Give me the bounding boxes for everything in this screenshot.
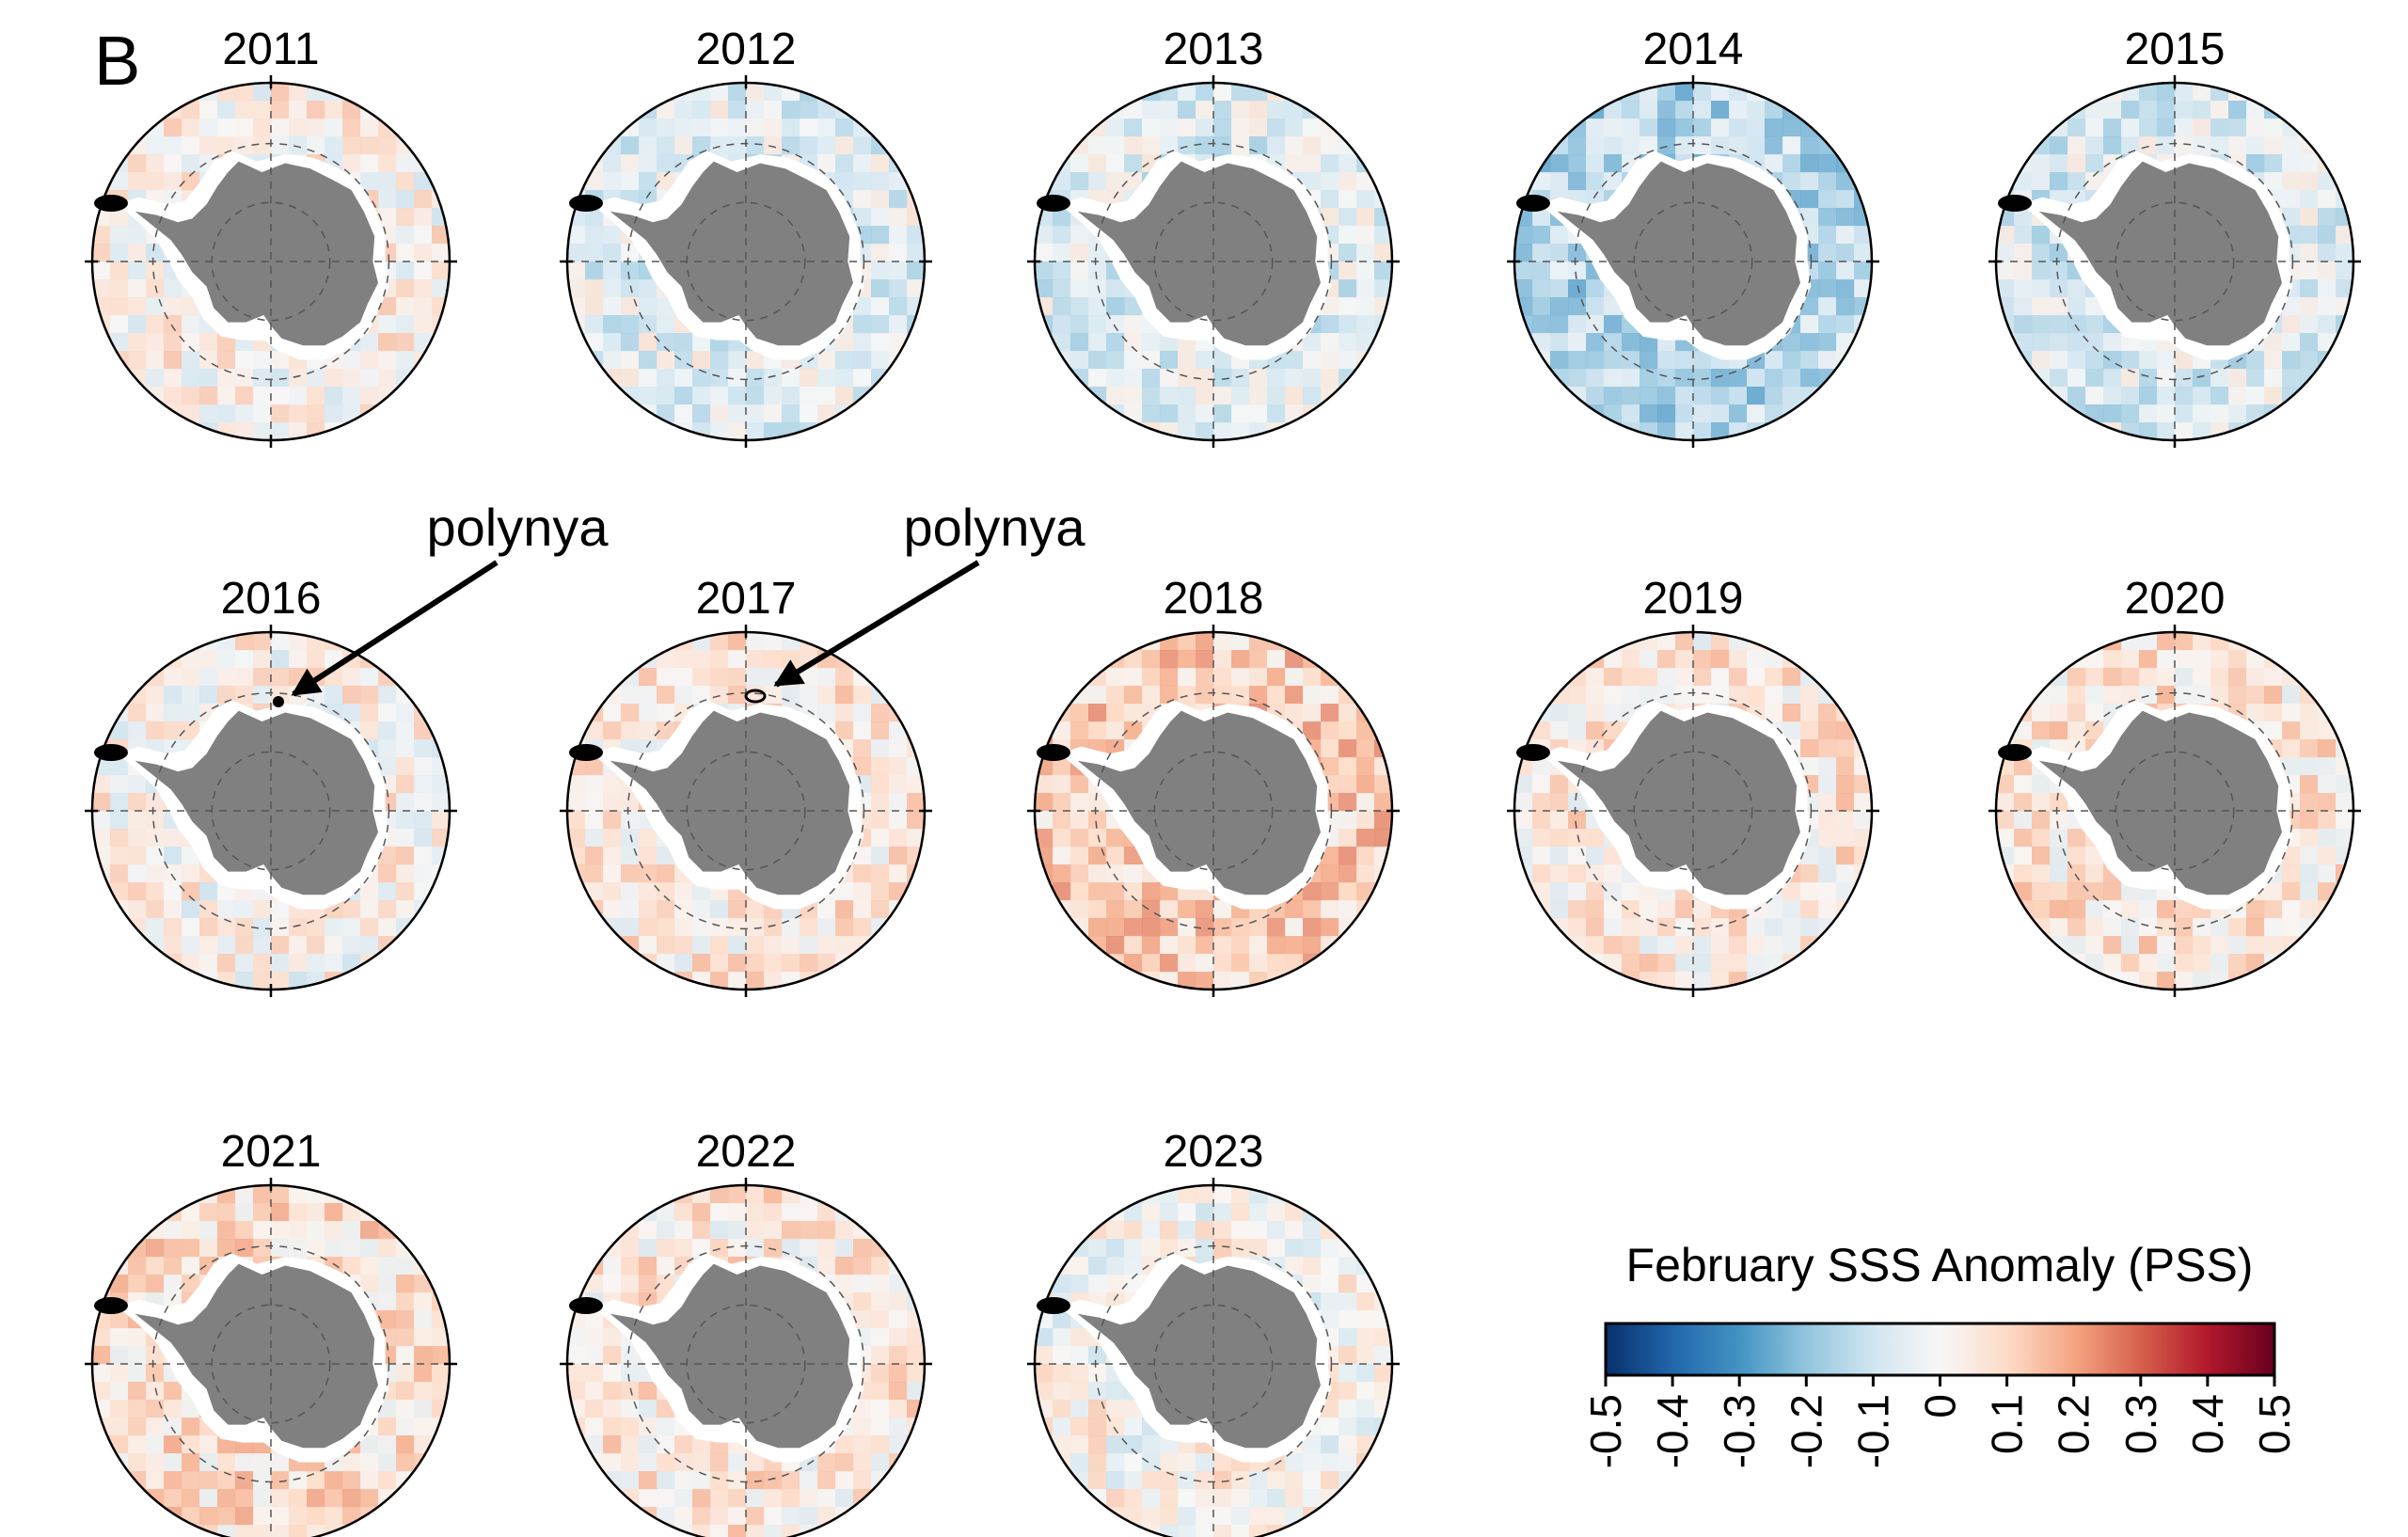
anomaly-field	[92, 83, 450, 440]
map-year-label: 2015	[2125, 24, 2226, 74]
anomaly-field	[1996, 83, 2353, 440]
anomaly-field	[1514, 83, 1872, 440]
antarctica-land	[135, 1263, 378, 1449]
polynya-label-2016: polynya	[426, 498, 609, 557]
map-year-label: 2018	[1164, 574, 1264, 624]
polynya-arrow-2016	[291, 560, 499, 697]
map-2019: 2019	[1507, 574, 1879, 997]
panel-letter: B	[94, 22, 140, 100]
map-2022: 2022	[560, 1127, 932, 1537]
map-year-label: 2022	[696, 1127, 797, 1177]
antarctica-land	[2038, 161, 2282, 346]
anomaly-field	[1996, 632, 2353, 990]
island-marker	[569, 744, 603, 761]
colorbar-tick-label: 0.3	[2116, 1394, 2165, 1454]
colorbar-tick-label: 0.2	[2050, 1394, 2099, 1454]
map-year-label: 2021	[221, 1127, 322, 1177]
polynya-label-2017: polynya	[903, 498, 1085, 557]
colorbar-tick-label: -0.3	[1715, 1394, 1764, 1468]
island-marker	[1516, 195, 1550, 212]
island-marker	[1037, 1297, 1070, 1314]
antarctica-land	[2038, 710, 2282, 895]
island-marker	[569, 195, 603, 212]
map-year-label: 2014	[1643, 24, 1744, 74]
map-year-label: 2023	[1164, 1127, 1264, 1177]
polynya-annotation-2017: polynya	[773, 498, 1085, 688]
map-2017: 2017	[560, 574, 932, 997]
map-year-label: 2011	[222, 24, 319, 74]
colorbar-bar	[1604, 1322, 2276, 1377]
island-marker	[94, 744, 128, 761]
polynya-arrow-2017	[773, 560, 980, 688]
map-2011: 2011	[85, 24, 457, 448]
island-marker	[1037, 744, 1070, 761]
map-2018: 2018	[1027, 574, 1400, 997]
colorbar-tick-label: 0.1	[1983, 1394, 2032, 1454]
map-2020: 2020	[1988, 574, 2361, 997]
colorbar-tick-label: -0.1	[1848, 1394, 1897, 1468]
island-marker	[94, 1297, 128, 1314]
map-year-label: 2017	[696, 574, 797, 624]
anomaly-field	[1514, 632, 1872, 990]
map-2021: 2021	[85, 1127, 457, 1537]
antarctica-land	[610, 710, 853, 895]
map-2023: 2023	[1027, 1127, 1400, 1537]
antarctica-land	[1077, 710, 1321, 895]
antarctica-land	[1557, 710, 1800, 895]
polynya-annotation-2016: polynya	[291, 498, 609, 697]
antarctica-land	[1077, 1263, 1321, 1449]
antarctica-land	[135, 161, 378, 346]
island-marker	[1998, 195, 2032, 212]
map-year-label: 2016	[221, 574, 322, 624]
polynya-marker-2017	[744, 689, 767, 704]
colorbar-tick-label: -0.2	[1782, 1394, 1830, 1468]
island-marker	[1998, 744, 2032, 761]
anomaly-field	[92, 632, 450, 990]
island-marker	[1516, 744, 1550, 761]
antarctica-land	[1077, 161, 1321, 346]
colorbar-tick-label: 0.5	[2250, 1394, 2299, 1454]
polynya-marker-2016	[273, 696, 284, 707]
map-2016: 2016	[85, 574, 457, 997]
colorbar-tick-label: -0.4	[1648, 1394, 1697, 1468]
colorbar-tick-label: 0.4	[2183, 1394, 2232, 1454]
anomaly-field	[567, 632, 925, 990]
anomaly-field	[567, 83, 925, 440]
map-2014: 2014	[1507, 24, 1879, 448]
colorbar-tick-label: 0	[1916, 1394, 1965, 1418]
map-year-label: 2019	[1643, 574, 1744, 624]
island-marker	[94, 195, 128, 212]
colorbar-title: February SSS Anomaly (PSS)	[1626, 1239, 2254, 1291]
antarctica-land	[135, 710, 378, 895]
island-marker	[569, 1297, 603, 1314]
anomaly-field	[1035, 632, 1392, 990]
colorbar-ticks: -0.5 -0.4 -0.3 -0.2 -0.1 0 0.1 0.2 0.3 0.4 0.5	[1581, 1375, 2299, 1468]
map-year-label: 2013	[1164, 24, 1264, 74]
map-2015: 2015	[1988, 24, 2361, 448]
map-year-label: 2020	[2125, 574, 2226, 624]
map-2012: 2012	[560, 24, 932, 448]
antarctica-land	[610, 1263, 853, 1449]
map-grid: 2011 2012 2013 2014 2015 2016 2017 2018 2019 2020…	[85, 24, 2361, 1537]
island-marker	[1037, 195, 1070, 212]
colorbar-tick-label: -0.5	[1581, 1394, 1630, 1468]
map-year-label: 2012	[696, 24, 797, 74]
antarctica-land	[610, 161, 853, 346]
anomaly-field	[1035, 83, 1392, 440]
map-2013: 2013	[1027, 24, 1400, 448]
colorbar: February SSS Anomaly (PSS) -0.5 -0.4 -0.3-…	[1581, 1239, 2299, 1468]
antarctica-land	[1557, 161, 1800, 346]
